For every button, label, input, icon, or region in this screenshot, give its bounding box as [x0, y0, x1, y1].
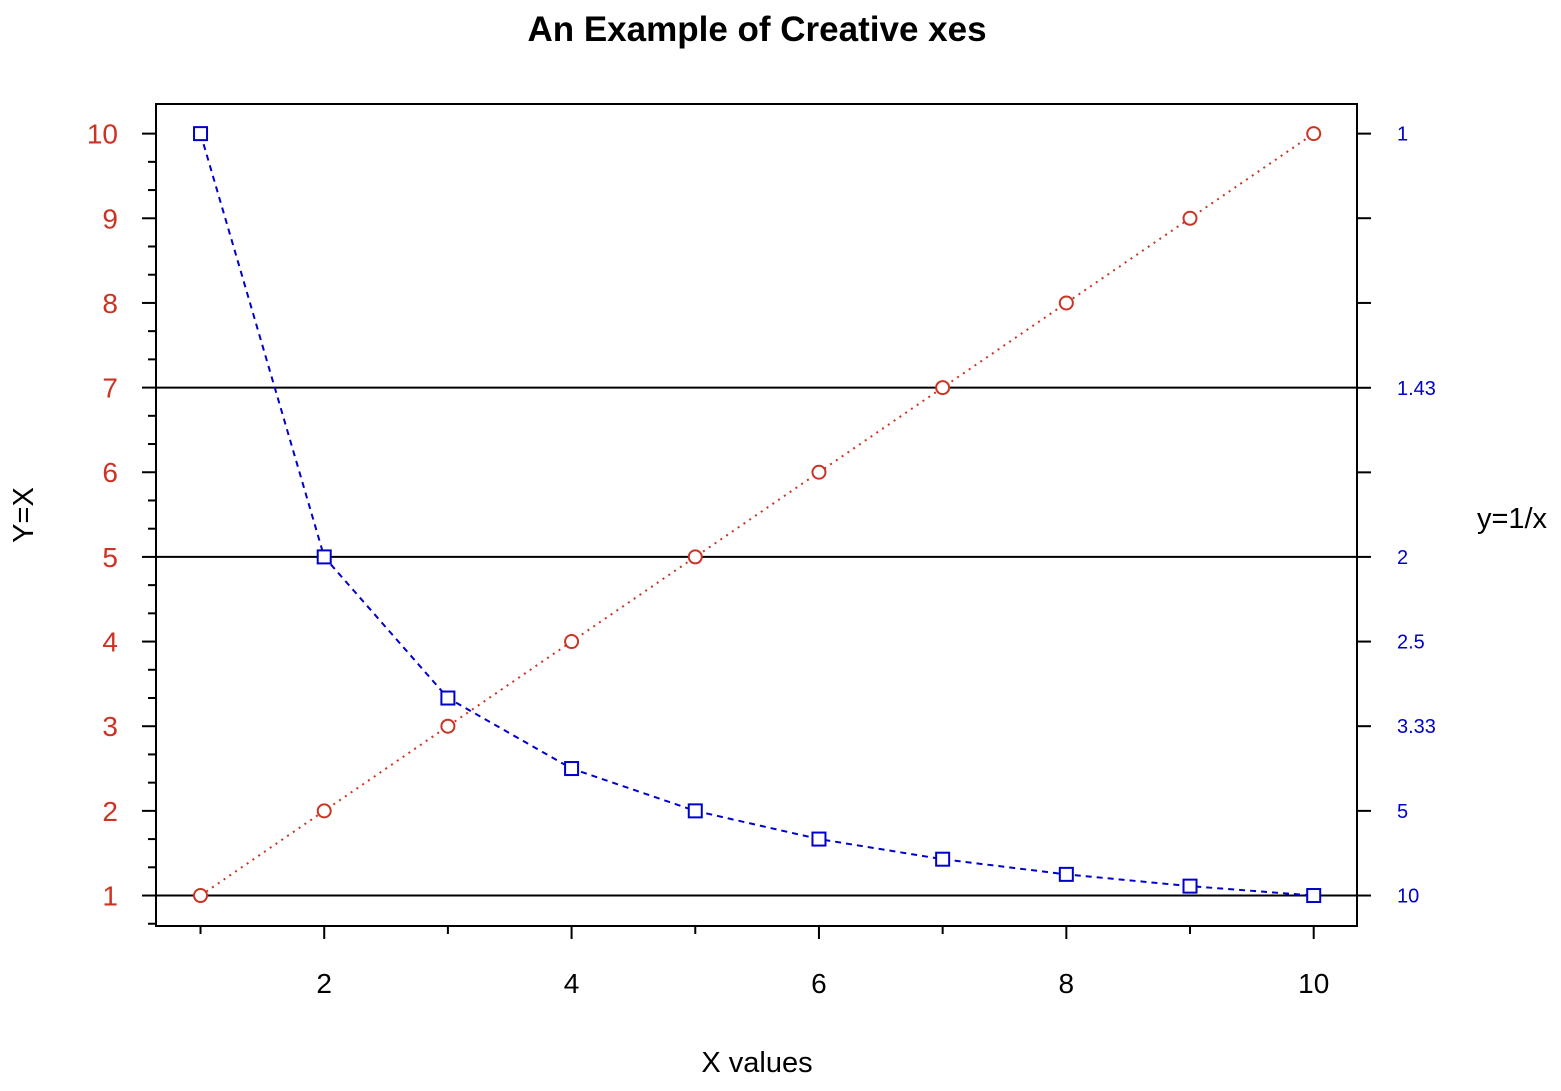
x-axis: 2 4 6 8 10	[199, 925, 1329, 999]
series-1-point	[440, 718, 456, 734]
y2-tick-label: 10	[1397, 886, 1419, 908]
x-tick-label: 2	[316, 968, 332, 999]
y-tick-label: 3	[102, 711, 118, 742]
series-2-point	[440, 690, 456, 706]
y-axis-left: 1 2 3 4 5 6 7 8 9 10	[87, 119, 157, 925]
y-tick-label: 8	[102, 288, 118, 319]
y2-tick-label: 3.33	[1397, 716, 1436, 738]
chart-title: An Example of Creative xes	[527, 10, 986, 49]
y2-axis-label: y=1/x	[1477, 503, 1548, 535]
y2-tick-label: 2	[1397, 547, 1408, 569]
x-tick-label: 8	[1059, 968, 1075, 999]
series-2-point	[811, 831, 827, 847]
y-axis-right: 10 5 3.33 2.5 2 1.43 1	[1357, 124, 1436, 908]
series-1-point	[1058, 295, 1074, 311]
x-axis-label: X values	[701, 1047, 812, 1079]
series-2-point	[935, 851, 951, 867]
series-1-point	[564, 634, 580, 650]
series-1-point	[811, 464, 827, 480]
y2-tick-label: 1.43	[1397, 378, 1436, 400]
y-tick-label: 6	[102, 457, 118, 488]
y-axis-label: Y=X	[8, 487, 40, 543]
y-tick-label: 7	[102, 373, 118, 404]
series-1-point	[193, 888, 209, 904]
series-2-point	[316, 549, 332, 565]
series-1-point	[316, 803, 332, 819]
series-2-point	[1306, 888, 1322, 904]
y-tick-label: 4	[102, 627, 118, 658]
y2-tick-label: 2.5	[1397, 632, 1425, 654]
series-1-point	[1182, 210, 1198, 226]
series-1-line	[199, 132, 1315, 897]
y-tick-label: 10	[87, 119, 118, 150]
series-layer	[193, 126, 1322, 904]
x-tick-label: 4	[564, 968, 580, 999]
series-2-point	[687, 803, 703, 819]
series-1-point	[935, 380, 951, 396]
series-2-line	[199, 133, 1314, 897]
y2-tick-label: 1	[1397, 124, 1408, 146]
series-2-point	[193, 126, 209, 142]
y-tick-label: 9	[102, 203, 118, 234]
reference-lines	[156, 386, 1357, 897]
y-tick-label: 1	[102, 881, 118, 912]
y2-tick-label: 5	[1397, 801, 1408, 823]
series-2-point	[1058, 866, 1074, 882]
series-2-point	[564, 761, 580, 777]
series-2-point	[1182, 878, 1198, 894]
x-tick-label: 10	[1298, 968, 1329, 999]
x-tick-label: 6	[811, 968, 827, 999]
series-1-point	[687, 549, 703, 565]
y-tick-label: 5	[102, 542, 118, 573]
series-1-point	[1306, 126, 1322, 142]
y-tick-label: 2	[102, 796, 118, 827]
